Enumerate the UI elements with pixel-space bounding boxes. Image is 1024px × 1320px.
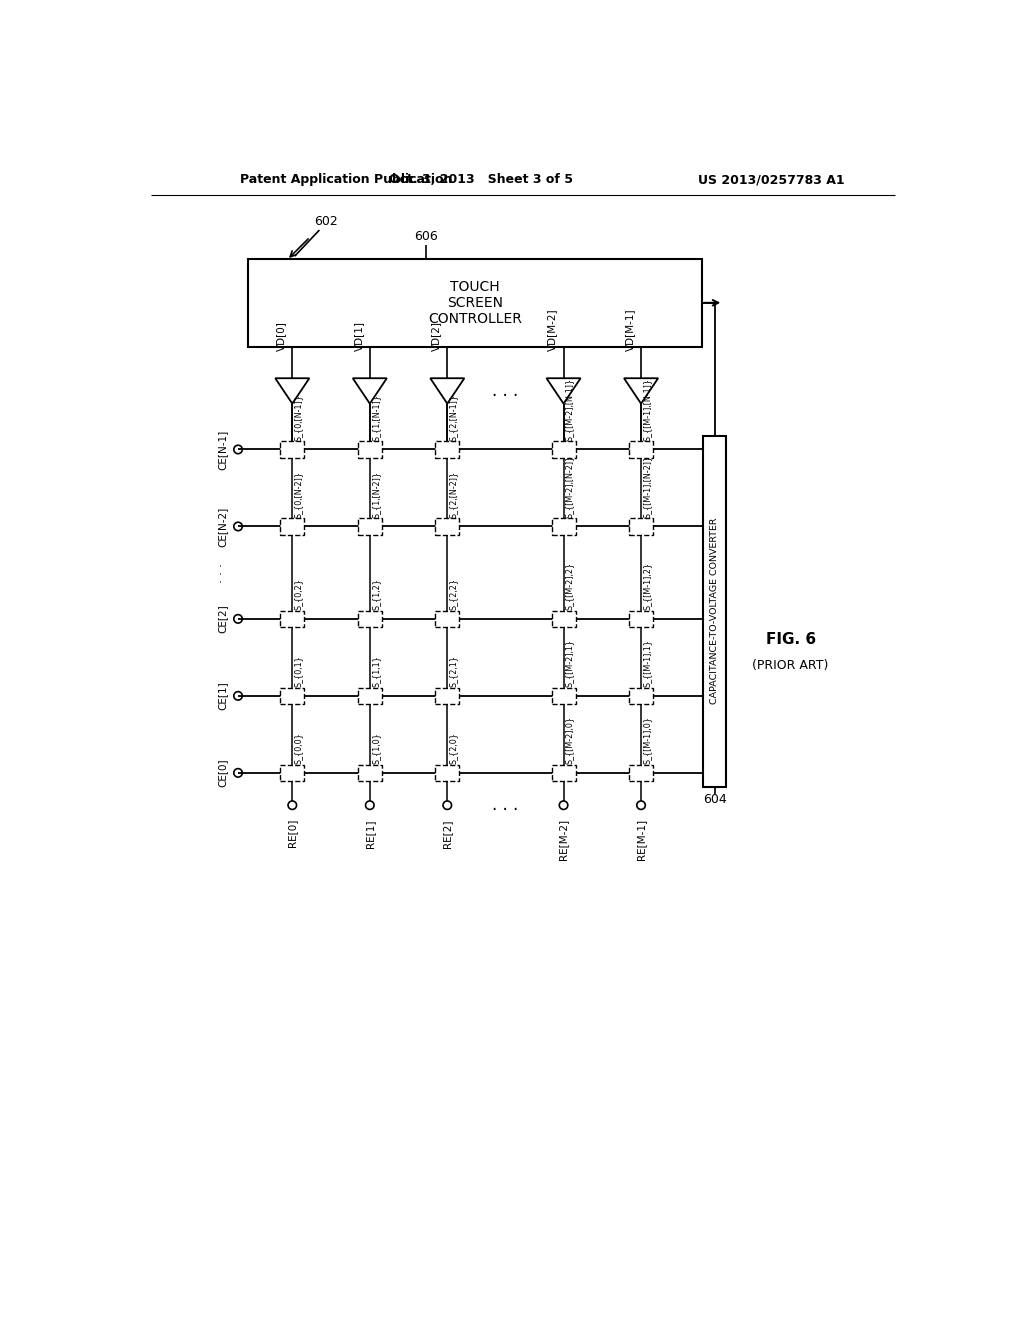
Text: S_{1,1}: S_{1,1} [372, 656, 380, 688]
Bar [629, 441, 653, 458]
Text: S_{2,1}: S_{2,1} [449, 656, 458, 688]
Bar [435, 688, 460, 704]
Bar [357, 441, 382, 458]
Bar [281, 764, 304, 781]
Text: S_{1,[N-1]}: S_{1,[N-1]} [372, 395, 380, 441]
Text: S_{2,[N-1]}: S_{2,[N-1]} [449, 393, 458, 441]
Bar [435, 519, 460, 535]
Bar [435, 441, 460, 458]
Text: VD[2]: VD[2] [431, 321, 441, 351]
Bar [703, 436, 726, 787]
Text: (PRIOR ART): (PRIOR ART) [753, 659, 828, 672]
Text: 602: 602 [313, 215, 338, 228]
Text: Patent Application Publication: Patent Application Publication [241, 173, 453, 186]
Text: . . .: . . . [493, 381, 518, 400]
Bar [281, 519, 304, 535]
Text: S_{[M-2],2}: S_{[M-2],2} [565, 562, 574, 610]
Text: S_{[M-2],[N-1]}: S_{[M-2],[N-1]} [565, 378, 574, 441]
Text: S_{1,[N-2]}: S_{1,[N-2]} [372, 471, 380, 517]
Bar [629, 764, 653, 781]
Text: US 2013/0257783 A1: US 2013/0257783 A1 [698, 173, 845, 186]
Text: RE[M-2]: RE[M-2] [558, 818, 568, 861]
Text: RE[2]: RE[2] [442, 818, 453, 847]
Bar [435, 611, 460, 627]
Text: CE[N-1]: CE[N-1] [217, 429, 227, 470]
Text: VD[M-2]: VD[M-2] [548, 309, 557, 351]
Bar [357, 611, 382, 627]
Bar [552, 441, 575, 458]
Text: . . .: . . . [493, 796, 518, 814]
Text: Oct. 3, 2013   Sheet 3 of 5: Oct. 3, 2013 Sheet 3 of 5 [389, 173, 572, 186]
Text: VD[1]: VD[1] [353, 321, 364, 351]
Text: CE[1]: CE[1] [217, 681, 227, 710]
Text: S_{[M-1],[N-1]}: S_{[M-1],[N-1]} [643, 378, 651, 441]
Bar [629, 519, 653, 535]
Text: VD[0]: VD[0] [276, 321, 286, 351]
Bar [281, 611, 304, 627]
Text: 604: 604 [702, 793, 727, 807]
Text: S_{[M-2],1}: S_{[M-2],1} [565, 639, 574, 688]
Text: S_{2,2}: S_{2,2} [449, 578, 458, 610]
Text: S_{0,[N-2]}: S_{0,[N-2]} [294, 471, 303, 517]
Text: CE[0]: CE[0] [217, 759, 227, 787]
Bar [281, 688, 304, 704]
Text: S_{[M-1],[N-2]}: S_{[M-1],[N-2]} [643, 455, 651, 517]
Bar [435, 764, 460, 781]
Text: S_{[M-1],0}: S_{[M-1],0} [643, 717, 651, 764]
Bar [281, 441, 304, 458]
Text: RE[0]: RE[0] [288, 818, 297, 847]
Text: VD[M-1]: VD[M-1] [625, 309, 635, 351]
Text: S_{0,0}: S_{0,0} [294, 733, 303, 764]
Text: S_{[M-2],[N-2]}: S_{[M-2],[N-2]} [565, 455, 574, 517]
Text: CE[2]: CE[2] [217, 605, 227, 634]
Bar [248, 259, 701, 347]
Text: S_{0,[N-1]}: S_{0,[N-1]} [294, 395, 303, 441]
Bar [357, 519, 382, 535]
Text: S_{1,2}: S_{1,2} [372, 578, 380, 610]
Text: S_{0,1}: S_{0,1} [294, 656, 303, 688]
Text: · · ·: · · · [216, 562, 229, 582]
Text: 606: 606 [415, 231, 438, 243]
Bar [357, 764, 382, 781]
Bar [552, 611, 575, 627]
Text: RE[M-1]: RE[M-1] [636, 818, 646, 861]
Text: TOUCH
SCREEN
CONTROLLER: TOUCH SCREEN CONTROLLER [428, 280, 522, 326]
Text: S_{[M-1],1}: S_{[M-1],1} [643, 639, 651, 688]
Text: RE[1]: RE[1] [365, 818, 375, 847]
Bar [357, 688, 382, 704]
Text: CAPACITANCE-TO-VOLTAGE CONVERTER: CAPACITANCE-TO-VOLTAGE CONVERTER [711, 517, 719, 705]
Text: CE[N-2]: CE[N-2] [217, 507, 227, 546]
Bar [552, 688, 575, 704]
Bar [552, 519, 575, 535]
Text: S_{2,[N-2]}: S_{2,[N-2]} [449, 471, 458, 517]
Bar [629, 611, 653, 627]
Bar [552, 764, 575, 781]
Text: FIG. 6: FIG. 6 [766, 632, 816, 647]
Bar [629, 688, 653, 704]
Text: S_{[M-2],0}: S_{[M-2],0} [565, 717, 574, 764]
Text: S_{2,0}: S_{2,0} [449, 733, 458, 764]
Text: S_{0,2}: S_{0,2} [294, 578, 303, 610]
Text: S_{[M-1],2}: S_{[M-1],2} [643, 562, 651, 610]
Text: S_{1,0}: S_{1,0} [372, 733, 380, 764]
